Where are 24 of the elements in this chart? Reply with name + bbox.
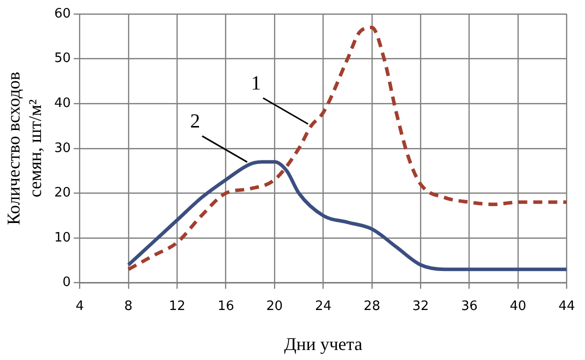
x-tick-label: 44: [558, 298, 575, 314]
line-series: [126, 160, 567, 272]
y-tick-label: 20: [54, 186, 71, 201]
y-tick-label: 60: [54, 6, 71, 22]
y-tick-label: 40: [54, 96, 71, 111]
y-tick-label: 0: [62, 275, 71, 290]
x-axis-title: Дни учета: [284, 334, 362, 354]
y-tick-label: 30: [54, 140, 71, 156]
x-tick-label: 4: [76, 298, 84, 314]
x-tick-label: 28: [364, 298, 380, 314]
annotation: 1: [251, 72, 262, 94]
y-tick-label: 10: [54, 230, 71, 246]
x-tick-label: 40: [510, 298, 526, 314]
x-tick-label: 16: [218, 298, 234, 314]
annotation: 2: [190, 110, 200, 132]
x-tick-label: 36: [461, 298, 478, 314]
x-tick-label: 12: [168, 298, 186, 314]
y-tick-label: 50: [54, 51, 71, 66]
y-axis-title: Количество всходов семян, шт/м²: [4, 72, 46, 226]
x-tick-label: 24: [314, 298, 332, 314]
x-tick-label: 20: [266, 298, 283, 314]
x-tick-label: 32: [412, 298, 429, 314]
x-tick-label: 8: [124, 298, 133, 314]
line-series: [126, 26, 567, 272]
